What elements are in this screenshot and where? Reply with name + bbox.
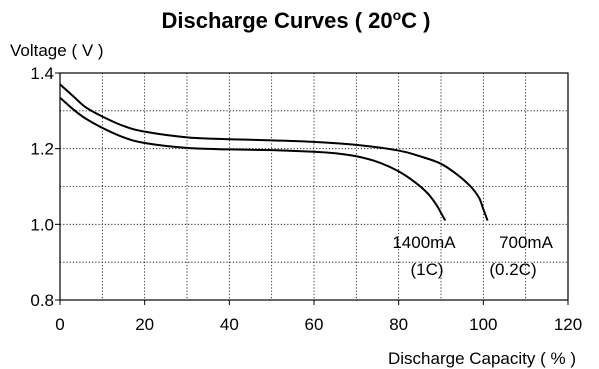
- x-tick-label: 20: [135, 315, 154, 334]
- y-axis-label: Voltage ( V ): [10, 41, 104, 60]
- y-tick-label: 1.2: [30, 140, 54, 159]
- x-tick-label: 0: [55, 315, 64, 334]
- y-tick-label: 1.4: [30, 64, 54, 83]
- x-tick-label: 80: [389, 315, 408, 334]
- x-tick-label: 120: [554, 315, 582, 334]
- series-lines: [59, 83, 489, 222]
- chart-title: Discharge Curves ( 20oC ): [162, 7, 431, 33]
- x-tick-label: 40: [220, 315, 239, 334]
- series-label-02c-line2: (0.2C): [489, 260, 536, 279]
- x-tick-label: 100: [469, 315, 497, 334]
- y-tick-label: 0.8: [30, 291, 54, 310]
- series-line-0: [59, 83, 489, 221]
- series-label-1c-line2: (1C): [410, 260, 443, 279]
- x-axis-label: Discharge Capacity ( % ): [388, 349, 576, 368]
- series-label-02c-line1: 700mA: [499, 233, 554, 252]
- plot-frame: [59, 72, 569, 301]
- series-label-1c-line1: 1400mA: [392, 233, 456, 252]
- series-line-1: [59, 96, 447, 222]
- chart-title-suffix: C ): [401, 8, 430, 33]
- grid-lines: [60, 73, 568, 300]
- y-tick-label: 1.0: [30, 215, 54, 234]
- axis-ticks: 0 20 40 60 80 100 120 0.8 1.0 1.2 1.4: [30, 64, 582, 334]
- x-tick-label: 60: [305, 315, 324, 334]
- chart-title-degree: o: [393, 7, 402, 23]
- chart-title-main: Discharge Curves ( 20: [162, 8, 393, 33]
